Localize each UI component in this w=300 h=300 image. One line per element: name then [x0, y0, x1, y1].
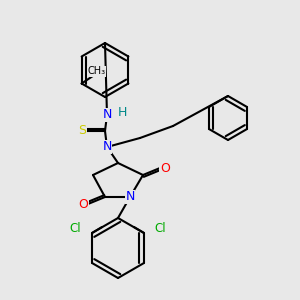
Text: N: N: [125, 190, 135, 203]
Text: Cl: Cl: [69, 221, 81, 235]
Text: S: S: [78, 124, 86, 137]
Text: H: H: [117, 106, 127, 119]
Text: N: N: [102, 109, 112, 122]
Text: O: O: [78, 197, 88, 211]
Text: O: O: [160, 161, 170, 175]
Text: Cl: Cl: [154, 221, 166, 235]
Text: N: N: [102, 140, 112, 154]
Text: CH₃: CH₃: [88, 67, 106, 76]
